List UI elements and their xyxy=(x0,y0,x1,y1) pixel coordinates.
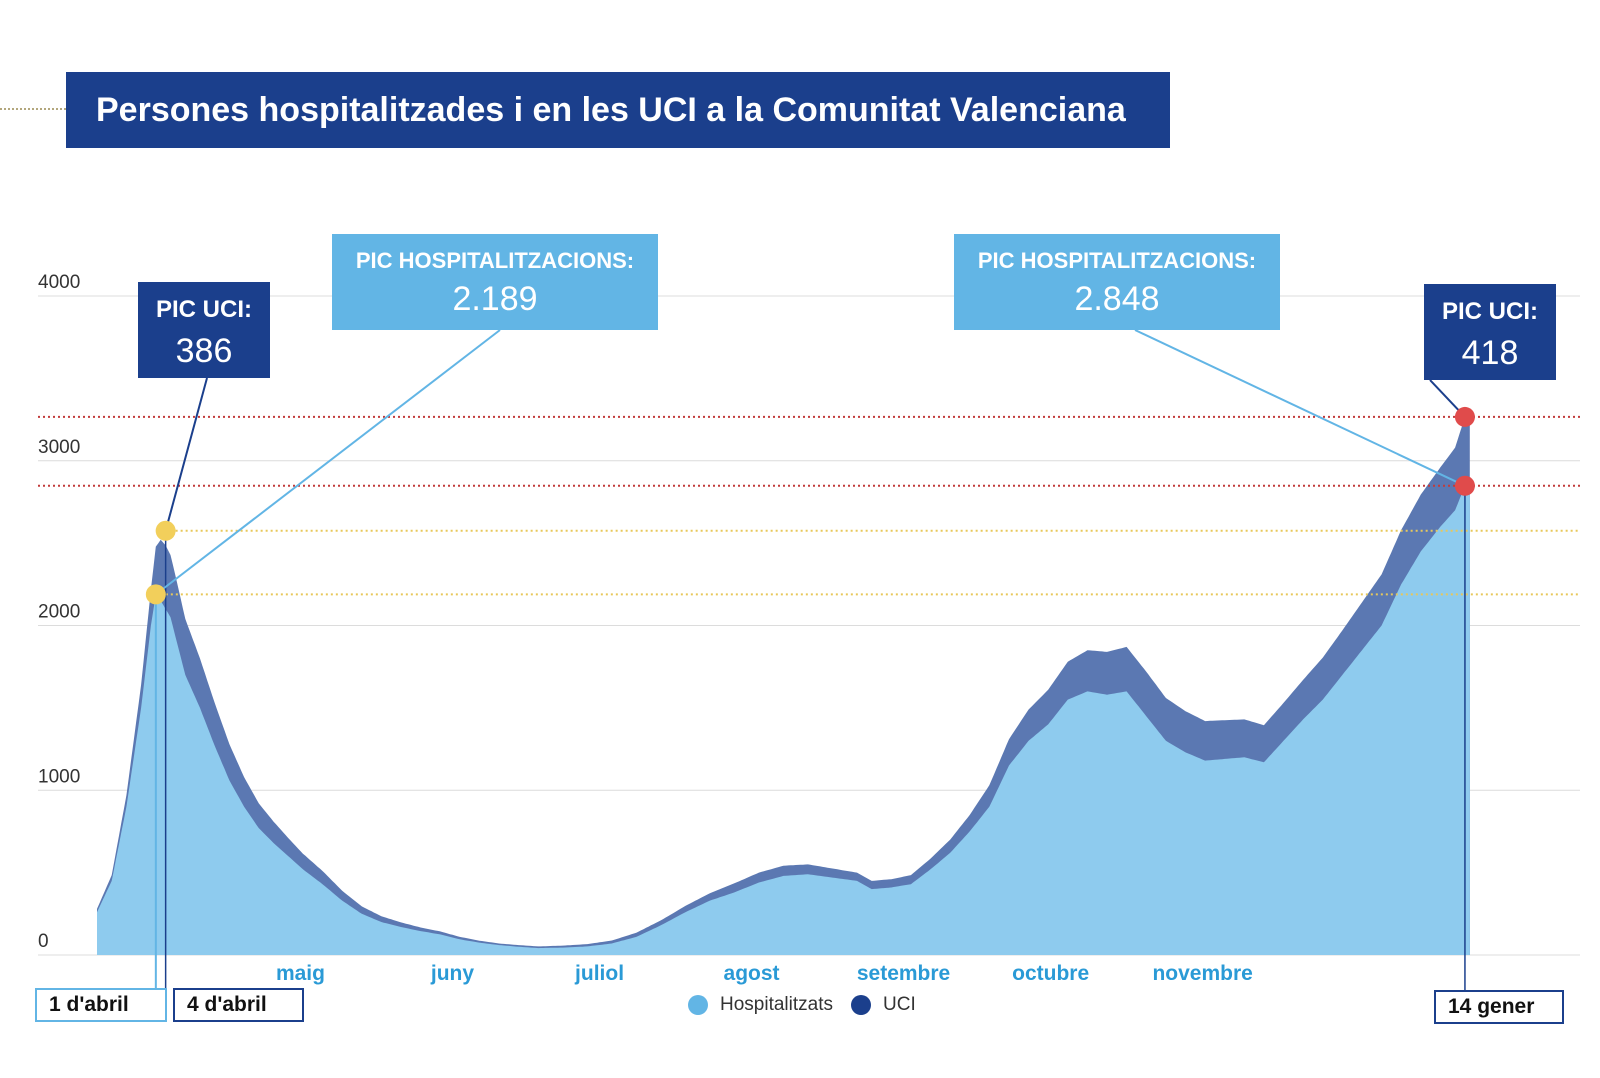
month-label: agost xyxy=(724,962,780,985)
y-tick-label: 0 xyxy=(38,931,49,952)
peak-reference-lines xyxy=(38,415,1580,596)
hospitalitzats-area xyxy=(97,477,1470,955)
month-label: novembre xyxy=(1152,962,1252,985)
y-tick-label: 4000 xyxy=(38,272,80,293)
date-marker-1-abril: 1 d'abril xyxy=(35,988,167,1022)
legend-dot-hosp-icon xyxy=(688,995,708,1015)
annotation-value: 2.189 xyxy=(452,280,538,318)
legend-label: Hospitalitzats xyxy=(720,994,833,1015)
peak-dot-uci-2 xyxy=(1454,406,1475,427)
legend: Hospitalitzats UCI xyxy=(688,994,934,1016)
legend-label: UCI xyxy=(883,994,916,1015)
peak-dot-hosp-2 xyxy=(1454,475,1475,496)
peak-dot-uci-1 xyxy=(155,520,176,541)
y-axis-ticks: 0 1000 2000 3000 4000 xyxy=(38,272,80,952)
annotation-pic-hosp-1: PIC HOSPITALITZACIONS: 2.189 xyxy=(332,234,658,330)
annotation-pic-uci-1: PIC UCI: 386 xyxy=(138,282,270,378)
title-dotted-rule xyxy=(0,108,66,110)
annotation-pic-hosp-2: PIC HOSPITALITZACIONS: 2.848 xyxy=(954,234,1280,330)
annotation-label: PIC UCI: xyxy=(1442,298,1538,325)
annotation-pic-uci-2: PIC UCI: 418 xyxy=(1424,284,1556,380)
y-tick-label: 1000 xyxy=(38,766,80,787)
y-tick-label: 3000 xyxy=(38,437,80,458)
annotation-value: 2.848 xyxy=(1074,280,1160,318)
legend-dot-uci-icon xyxy=(851,995,871,1015)
connector-pic-hosp-1 xyxy=(155,329,501,596)
annotation-label: PIC HOSPITALITZACIONS: xyxy=(977,248,1257,273)
legend-item-uci: UCI xyxy=(851,994,916,1016)
annotation-value: 418 xyxy=(1461,334,1519,372)
month-label: octubre xyxy=(1012,962,1089,985)
annotation-connectors xyxy=(145,329,1475,992)
annotation-label: PIC UCI: xyxy=(156,296,252,323)
annotation-label: PIC HOSPITALITZACIONS: xyxy=(355,248,635,273)
month-label: setembre xyxy=(857,962,950,985)
connector-pic-hosp-2 xyxy=(1134,329,1466,487)
annotation-value: 386 xyxy=(175,332,233,370)
date-marker-14-gener: 14 gener xyxy=(1434,990,1564,1024)
month-label: juliol xyxy=(574,962,624,985)
connector-pic-uci-1 xyxy=(164,377,208,532)
area-series xyxy=(97,409,1470,955)
legend-item-hospitalitzats: Hospitalitzats xyxy=(688,994,833,1016)
peak-dot-hosp-1 xyxy=(145,584,166,605)
date-marker-4-abril: 4 d'abril xyxy=(173,988,304,1022)
x-axis-months: maig juny juliol agost setembre octubre novemb… xyxy=(276,962,1253,985)
y-tick-label: 2000 xyxy=(38,602,80,623)
chart-title: Persones hospitalitzades i en les UCI a … xyxy=(66,72,1170,148)
month-label: juny xyxy=(430,962,474,985)
month-label: maig xyxy=(276,962,325,985)
